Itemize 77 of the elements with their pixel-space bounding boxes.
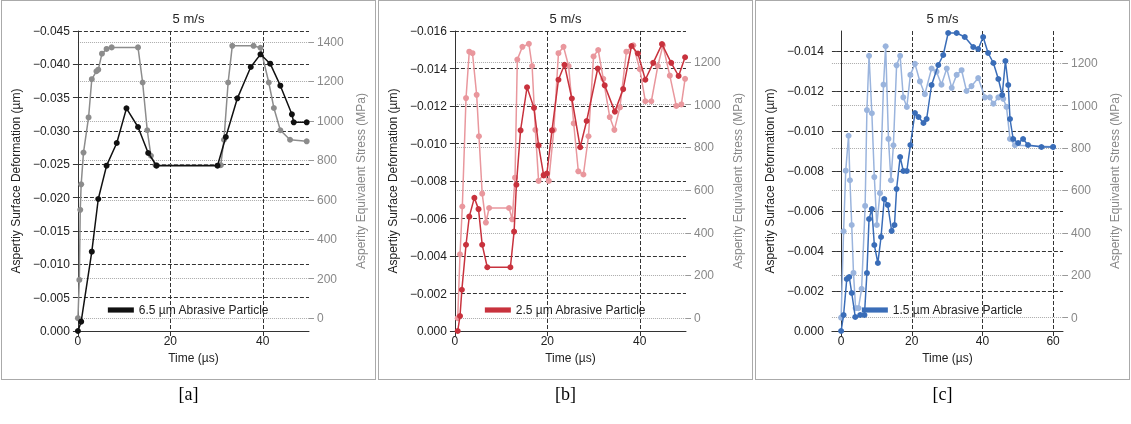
y2-tick-label: 0 [317,311,324,326]
y-axis-title: Aspertiy Surface Deformation (µm) [9,88,23,274]
y-tick-label: −0.006 [409,211,448,226]
y2-tick-label: 1400 [317,34,345,49]
y-tick-label: −0.025 [32,157,71,172]
y2-tick-label: 200 [694,268,715,283]
x-tick-label: 0 [451,334,459,348]
y-tick-label: −0.010 [786,124,825,138]
y-tick-label: −0.008 [409,174,448,188]
y2-tick-label: 600 [1071,183,1092,198]
x-tick-label: 40 [975,334,990,348]
y2-tick-label: 1000 [1071,98,1099,113]
y2-tick-label: 400 [694,225,715,240]
chart-title: 5 m/s [549,11,582,26]
y-tick-label: −0.012 [409,99,448,113]
text: [c] [932,384,953,405]
y2-tick-label: 0 [694,311,701,326]
y-tick-label: −0.012 [786,84,825,98]
y2-tick-label: 1200 [1071,56,1099,71]
x-tick-label: 40 [256,334,270,348]
y-tick-label: −0.008 [786,164,825,178]
y-tick-label: −0.015 [32,224,71,238]
x-axis-title: Time (µs) [545,350,596,365]
y2-axis-title: Asperity Equivalent Stress (MPa) [1107,92,1122,270]
legend-label: 6.5 µm Abrasive Particle [138,303,269,317]
y-tick-label: −0.045 [32,24,71,38]
y-tick-label: 0.000 [793,324,825,338]
x-axis-title: Time (µs) [168,350,219,365]
y2-tick-label: 600 [317,192,338,207]
y-tick-label: 0.000 [416,324,448,338]
y2-axis-title: Asperity Equivalent Stress (MPa) [353,92,368,270]
legend-label: 2.5 µm Abrasive Particle [515,303,646,317]
y-tick-label: −0.016 [409,24,448,38]
x-tick-label: 60 [1046,334,1061,348]
y2-tick-label: 200 [317,271,338,286]
y-tick-label: −0.040 [32,57,71,72]
y2-tick-label: 800 [317,153,338,168]
x-tick-label: 0 [837,334,845,348]
y-tick-label: −0.002 [409,286,448,301]
text: [b] [555,384,576,405]
y-tick-label: −0.020 [32,190,71,205]
y2-tick-label: 1200 [694,54,722,69]
y2-tick-label: 600 [694,183,715,198]
y-axis-title: Aspertiy Surface Deformation (µm) [763,88,777,274]
y-tick-label: −0.004 [786,244,825,258]
y-tick-label: −0.014 [409,61,448,76]
y2-tick-label: 400 [317,232,338,247]
y-tick-label: −0.004 [409,249,448,263]
x-tick-label: 0 [74,334,82,348]
chart-title: 5 m/s [926,11,959,26]
y2-tick-label: 800 [694,140,715,155]
y-tick-label: −0.014 [786,44,825,58]
x-axis-title: Time (µs) [922,350,973,365]
y-tick-label: −0.030 [32,124,71,138]
y-axis-title: Aspertiy Surface Deformation (µm) [386,88,400,274]
y-tick-label: −0.010 [409,136,448,151]
x-tick-label: 20 [163,334,178,348]
y2-tick-label: 0 [1071,310,1078,325]
text: [a] [178,384,199,405]
y2-tick-label: 200 [1071,268,1092,283]
y-tick-label: −0.002 [786,284,825,298]
y-tick-label: −0.005 [32,290,71,305]
chart-title: 5 m/s [172,11,205,26]
y-tick-label: −0.010 [32,257,71,272]
y-tick-label: −0.006 [786,204,825,218]
x-tick-label: 20 [905,334,919,348]
legend-label: 1.5 µm Abrasive Particle [892,303,1023,317]
y2-tick-label: 400 [1071,225,1092,240]
y-tick-label: 0.000 [39,324,71,338]
y2-tick-label: 1000 [317,113,345,128]
y2-tick-label: 800 [1071,141,1092,156]
y-tick-label: −0.035 [32,90,71,105]
y2-axis-title: Asperity Equivalent Stress (MPa) [730,92,745,270]
y2-tick-label: 1200 [317,74,345,89]
x-tick-label: 20 [540,334,555,348]
y2-tick-label: 1000 [694,97,722,112]
x-tick-label: 40 [633,334,647,348]
